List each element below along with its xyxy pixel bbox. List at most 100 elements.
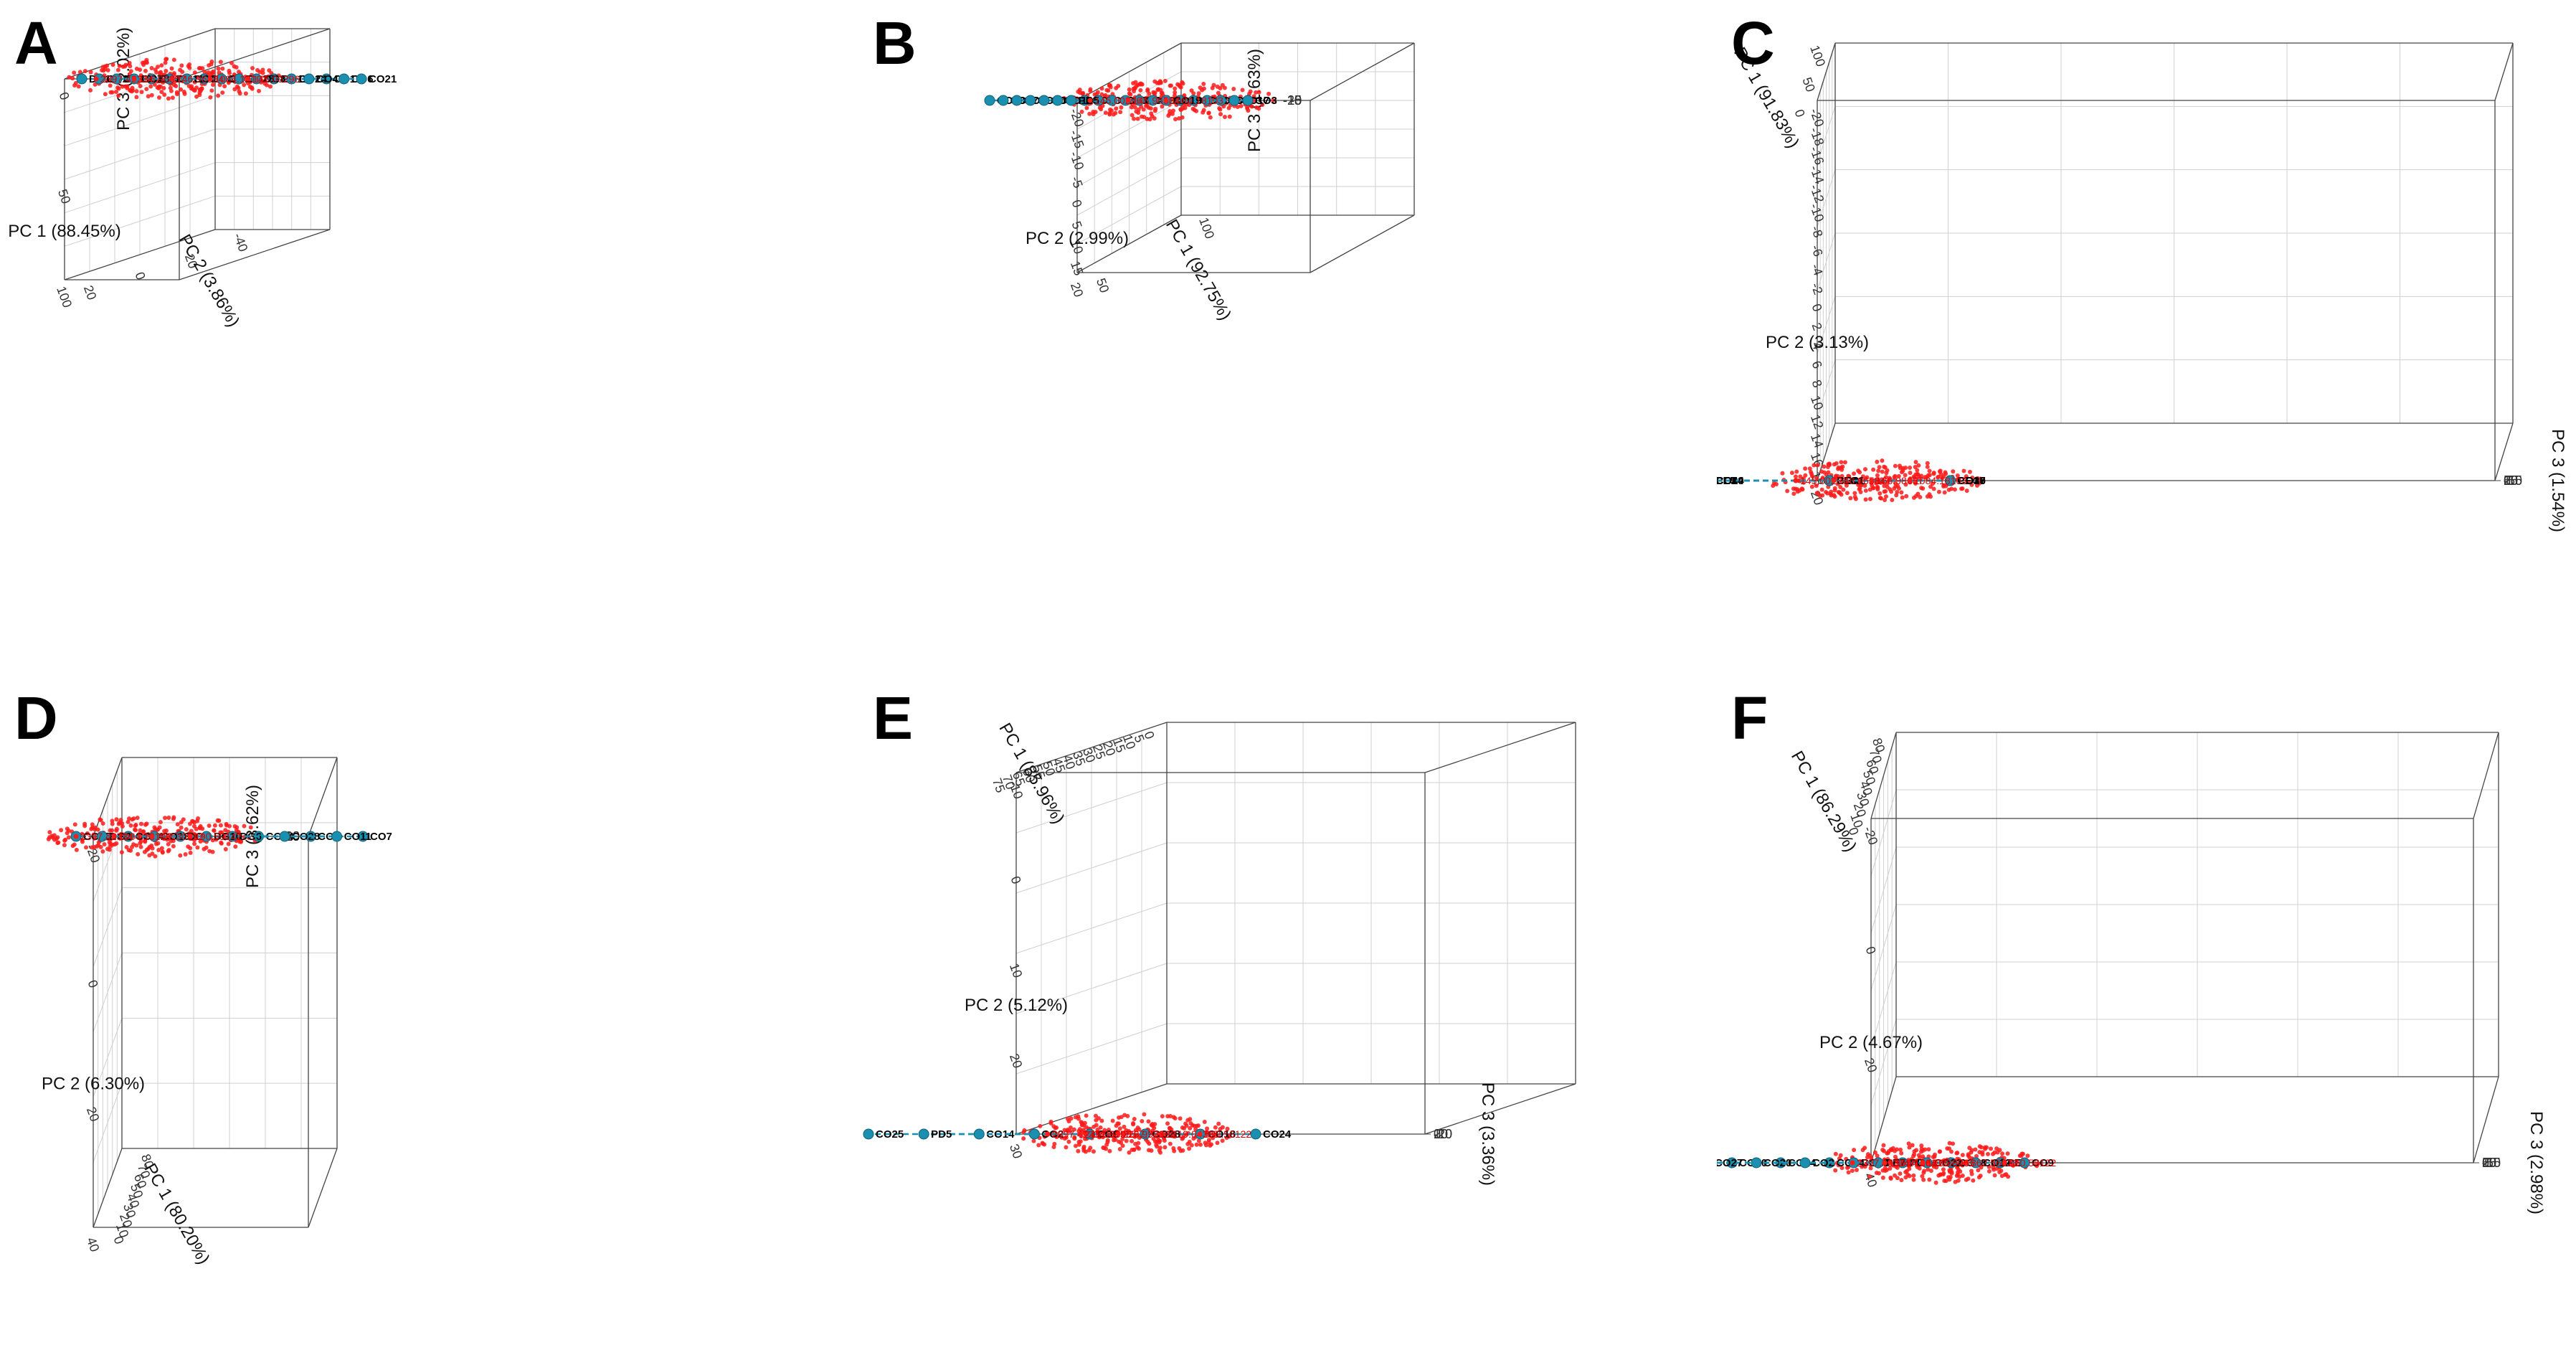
variable-point	[1880, 1147, 1885, 1152]
variable-point	[120, 84, 125, 89]
variable-label: 1084.18103	[1914, 475, 1967, 486]
variable-point	[1076, 1148, 1081, 1153]
variable-point	[160, 849, 165, 854]
variable-point	[1893, 463, 1898, 468]
y-axis-title: PC 2 (3.86%)	[175, 231, 243, 330]
variable-point	[1168, 1113, 1173, 1118]
variable-point	[192, 841, 197, 846]
variable-marker	[1926, 1160, 1931, 1166]
variable-point	[76, 84, 81, 89]
variable-point	[243, 91, 248, 96]
variable-point	[156, 847, 161, 852]
x-tick-label: 20	[84, 1105, 103, 1123]
variable-point	[1818, 494, 1823, 499]
loading-label: CO15	[1958, 475, 1986, 487]
variable-point	[129, 844, 134, 849]
variable-point	[1076, 1142, 1081, 1147]
loading-arrowhead	[998, 95, 1009, 106]
variable-point	[1097, 1135, 1102, 1140]
z-tick-label: 0	[2482, 1156, 2489, 1170]
variable-point	[1800, 487, 1805, 492]
variable-point	[1822, 464, 1827, 469]
variable-point	[1898, 466, 1903, 471]
variable-point	[1227, 114, 1232, 119]
variable-point	[1913, 460, 1918, 465]
variable-point	[1858, 490, 1863, 495]
variable-point	[1814, 491, 1819, 496]
variable-point	[93, 827, 98, 832]
variable-marker	[149, 834, 155, 839]
variable-point	[1184, 102, 1189, 107]
variable-point	[154, 70, 159, 75]
z-axis-title: PC 3 (1.54%)	[2548, 429, 2567, 532]
variable-point	[1942, 1179, 1947, 1184]
panel-label-B: B	[873, 9, 917, 77]
variable-point	[117, 821, 122, 826]
y-tick-label: -40	[231, 231, 251, 253]
variable-point	[1973, 1147, 1978, 1152]
variable-point	[1127, 87, 1132, 92]
variable-point	[1967, 1146, 1972, 1151]
variable-point	[116, 93, 121, 98]
variable-marker	[111, 834, 117, 839]
variable-point	[2025, 1153, 2030, 1158]
loading-label: CO28	[1152, 1128, 1180, 1141]
variable-point	[1189, 1143, 1194, 1148]
variable-point	[1938, 468, 1943, 473]
variable-point	[93, 82, 98, 87]
x-axis-title: PC 2 (3.13%)	[1766, 333, 1869, 352]
variable-point	[1038, 1123, 1043, 1128]
variable-point	[88, 70, 93, 75]
variable-point	[1146, 1119, 1151, 1124]
variable-point	[1964, 488, 1969, 494]
variable-label: 145.00296	[252, 73, 300, 85]
variable-point	[1956, 1157, 1961, 1162]
variable-marker	[1920, 1160, 1926, 1166]
loading-arrowhead	[1025, 95, 1036, 106]
variable-point	[179, 87, 184, 92]
y-tick-label: 20	[81, 283, 100, 302]
variable-point	[1920, 1174, 1925, 1179]
variable-point	[171, 57, 176, 62]
variable-marker	[1831, 478, 1837, 483]
loading-label: CO21	[1837, 475, 1865, 487]
variable-point	[1999, 1169, 2004, 1174]
variable-point	[1862, 467, 1867, 472]
variable-point	[1117, 1126, 1122, 1131]
variable-point	[220, 90, 225, 95]
variable-point	[1155, 1144, 1160, 1149]
variable-point	[1115, 1121, 1120, 1126]
variable-point	[1845, 491, 1850, 496]
variable-point	[1087, 111, 1092, 116]
variable-point	[179, 825, 184, 830]
variable-point	[1215, 84, 1220, 89]
variable-point	[1156, 87, 1161, 92]
variable-point	[1145, 87, 1150, 92]
box-edge	[1870, 732, 1897, 819]
variable-point	[1967, 469, 1972, 474]
loading-label: CO25	[876, 1128, 904, 1141]
variable-point	[138, 821, 143, 826]
variable-point	[1798, 474, 1803, 479]
variable-point	[206, 70, 211, 75]
y-tick-label: 0	[1142, 730, 1157, 741]
variable-point	[1110, 1118, 1115, 1123]
variable-point	[267, 84, 273, 89]
variable-point	[1145, 116, 1150, 121]
x-tick-label: -14	[1807, 164, 1827, 186]
variable-point	[100, 849, 105, 854]
variable-point	[149, 843, 154, 848]
variable-point	[197, 90, 202, 95]
variable-point	[1936, 1173, 1941, 1178]
variable-point	[1872, 1150, 1877, 1155]
variable-point	[1960, 1153, 1965, 1158]
loading-label: CO14	[1717, 475, 1744, 487]
variable-point	[1052, 1141, 1057, 1146]
variable-point	[2005, 1151, 2010, 1156]
variable-point	[1947, 1141, 1952, 1146]
variable-point	[1132, 116, 1137, 121]
panel-label-C: C	[1731, 9, 1775, 77]
variable-point	[1256, 90, 1261, 95]
variable-point	[67, 75, 72, 80]
variable-point	[1238, 94, 1243, 99]
